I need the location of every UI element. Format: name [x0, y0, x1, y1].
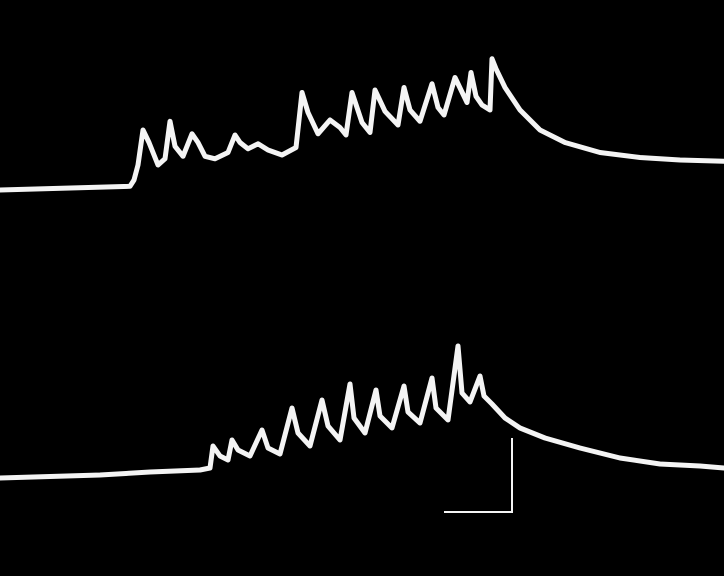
trace-line-2 — [0, 343, 724, 481]
scale-bar — [444, 438, 513, 513]
traces — [0, 56, 724, 481]
trace-line-1 — [0, 56, 724, 193]
